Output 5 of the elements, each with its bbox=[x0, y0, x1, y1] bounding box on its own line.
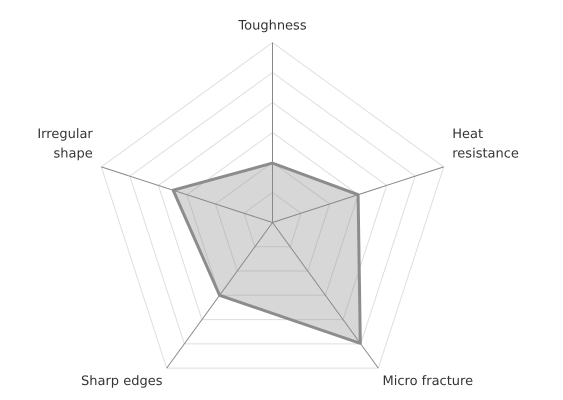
spoke-label: Toughness bbox=[237, 18, 307, 34]
spoke-label: Micro fracture bbox=[382, 374, 474, 389]
spoke-label: Sharp edges bbox=[81, 374, 163, 389]
spoke-label: Heat resistance bbox=[452, 127, 519, 162]
spoke-label: Irregular shape bbox=[37, 127, 94, 162]
